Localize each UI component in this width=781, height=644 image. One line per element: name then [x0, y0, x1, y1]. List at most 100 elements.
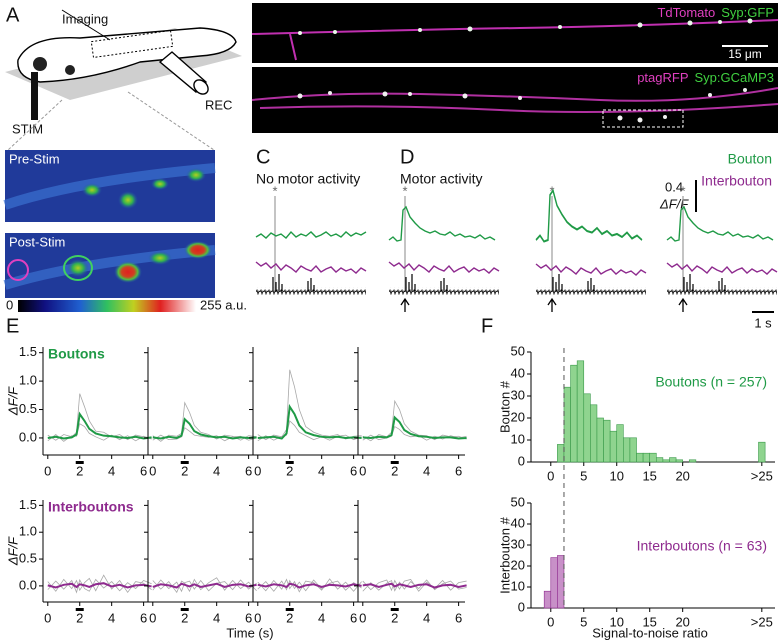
- asterisk: *: [680, 183, 685, 198]
- y-axis-label: Interbouton #: [497, 516, 512, 593]
- asterisk: *: [402, 183, 407, 198]
- axon-image-bottom: [251, 67, 779, 133]
- stimulus-bar: [75, 608, 84, 611]
- trace-group: *: [255, 183, 367, 296]
- channel-label: Syp:GFP: [721, 5, 774, 20]
- y-axis-label: Bouton #: [497, 380, 512, 433]
- legend: Boutons (n = 257): [655, 374, 767, 390]
- eye: [65, 65, 75, 75]
- bar: [662, 459, 670, 463]
- bar: [596, 417, 604, 463]
- y-tick-label: 40: [511, 365, 525, 380]
- y-tick-label: 20: [511, 557, 525, 572]
- guide: [127, 91, 215, 151]
- y-tick-label: 0.0: [19, 429, 37, 444]
- y-tick-label: 0: [518, 453, 525, 468]
- trace-group: *: [666, 183, 778, 313]
- y-tick-label: 40: [511, 515, 525, 530]
- mean-trace: [257, 403, 362, 440]
- x-tick-label: 6: [455, 610, 462, 625]
- mean-trace: [152, 582, 257, 589]
- stimulus-bar: [285, 608, 294, 611]
- image-label: Post-Stim: [9, 234, 65, 249]
- x-tick-label: 20: [675, 468, 689, 483]
- bar: [616, 424, 624, 463]
- stimulus-bar: [390, 461, 399, 464]
- x-tick-label: 2: [181, 610, 188, 625]
- x-tick-label: 6: [245, 463, 252, 478]
- y-tick-label: 1.0: [19, 373, 37, 388]
- bar: [576, 360, 585, 463]
- x-tick-label: >25: [751, 468, 773, 483]
- x-tick-label: 6: [245, 610, 252, 625]
- channel-label: ptagRFP: [637, 70, 688, 85]
- colorbar-label: 0: [6, 297, 13, 312]
- scale-label: 15 μm: [728, 47, 762, 61]
- y-tick-label: 1.5: [19, 344, 37, 359]
- x-tick-label: 0: [547, 614, 554, 629]
- scale-label: ΔF/F: [659, 196, 689, 211]
- y-tick-label: 0.5: [19, 401, 37, 416]
- x-tick-label: 4: [423, 463, 430, 478]
- x-tick-label: 4: [318, 463, 325, 478]
- row-title: Interboutons: [48, 499, 134, 515]
- bar: [642, 452, 651, 463]
- y-tick-label: 10: [511, 578, 525, 593]
- y-tick-label: 20: [511, 409, 525, 424]
- channel-labels: TdTomato Syp:GFP: [657, 5, 774, 20]
- x-tick-label: 20: [675, 614, 689, 629]
- x-tick-label: 2: [391, 610, 398, 625]
- x-tick-label: 5: [580, 614, 587, 629]
- x-axis-label: Signal-to-noise ratio: [592, 625, 708, 640]
- x-tick-label: 2: [76, 610, 83, 625]
- bar: [636, 452, 644, 463]
- stimulus-bar: [285, 461, 294, 464]
- y-axis-label: ΔF/F: [5, 536, 20, 566]
- mean-trace: [47, 582, 152, 589]
- y-tick-label: 30: [511, 387, 525, 402]
- panel-label: A: [6, 4, 20, 26]
- x-tick-label: 0: [359, 463, 366, 478]
- x-tick-label: 0: [254, 610, 261, 625]
- x-tick-label: 4: [108, 463, 115, 478]
- x-tick-label: 0: [149, 463, 156, 478]
- x-tick-label: 6: [140, 463, 147, 478]
- y-tick-label: 0: [518, 599, 525, 614]
- colorbar: [18, 300, 196, 312]
- trial-trace: [152, 427, 257, 442]
- bar: [603, 419, 611, 463]
- bar: [655, 457, 664, 463]
- pointer: [61, 9, 111, 41]
- x-tick-label: 6: [350, 610, 357, 625]
- legend: Interboutons (n = 63): [637, 538, 767, 554]
- panel-label: C: [256, 146, 270, 168]
- bar: [557, 555, 565, 609]
- x-tick-label: 2: [286, 610, 293, 625]
- y-tick-label: 10: [511, 431, 525, 446]
- stimulus-bar: [180, 461, 189, 464]
- x-tick-label: 15: [642, 468, 656, 483]
- y-tick-label: 50: [511, 494, 525, 509]
- axon-image-top: [251, 3, 779, 63]
- mean-trace: [362, 415, 467, 440]
- bar: [669, 457, 677, 463]
- x-tick-label: 6: [455, 463, 462, 478]
- mean-trace: [47, 411, 152, 440]
- bar: [590, 404, 598, 463]
- bar: [543, 590, 552, 609]
- x-tick-label: 15: [642, 614, 656, 629]
- x-tick-label: 5: [580, 468, 587, 483]
- bar: [557, 444, 565, 463]
- panel-label: F: [481, 315, 493, 337]
- bar: [583, 393, 591, 463]
- image-label: Pre-Stim: [9, 151, 60, 166]
- colorbar-label: 255 a.u.: [200, 297, 247, 312]
- channel-label: TdTomato: [657, 5, 715, 20]
- x-tick-label: 4: [213, 610, 220, 625]
- panel-title: Motor activity: [400, 171, 482, 187]
- x-axis-label: Time (s): [226, 625, 273, 640]
- bar: [563, 386, 571, 463]
- x-tick-label: 0: [149, 610, 156, 625]
- x-tick-label: >25: [751, 614, 773, 629]
